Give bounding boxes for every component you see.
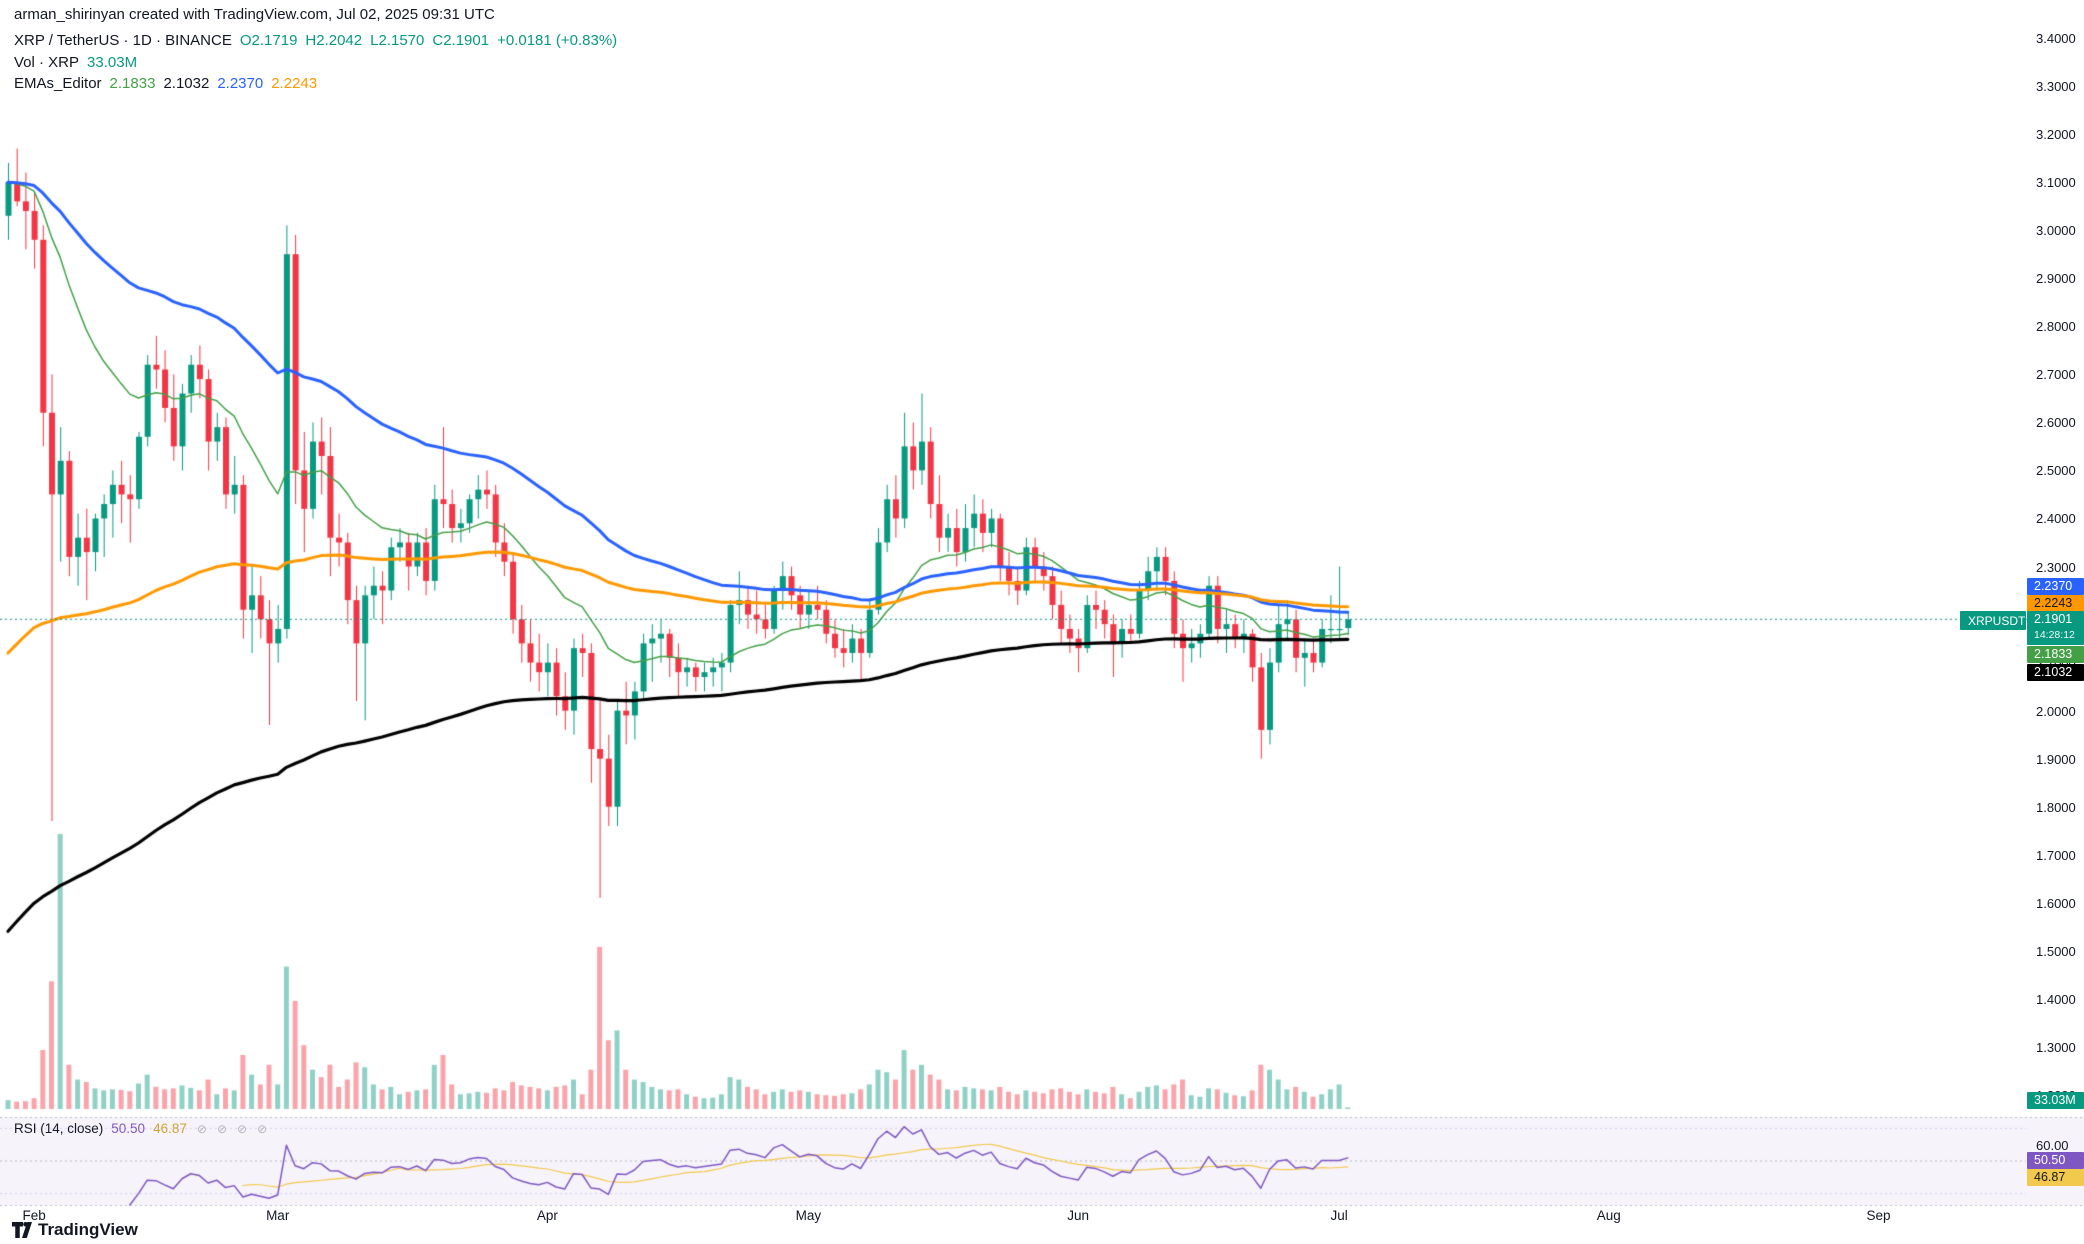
ema-orange-price-badge: 2.2243 — [2027, 595, 2084, 612]
volume-legend-value: 33.03M — [87, 54, 138, 71]
month-label-may[interactable]: May — [795, 1208, 822, 1223]
ema-orange-value: 2.2243 — [271, 75, 318, 92]
ema-legend[interactable]: EMAs_Editor 2.1833 2.1032 2.2370 2.2243 — [14, 75, 317, 92]
price-tick-label[interactable]: 2.6000 — [2036, 415, 2076, 431]
price-tick-label[interactable]: 3.4000 — [2036, 31, 2076, 46]
rsi-ma-price-badge: 46.87 — [2027, 1169, 2084, 1186]
volume-legend[interactable]: Vol · XRP 33.03M — [14, 54, 137, 71]
last-price-badge: 2.1901 14:28:12 — [2027, 611, 2084, 645]
month-label-sep[interactable]: Sep — [1866, 1208, 1891, 1223]
settings-icon[interactable]: ⊘ — [216, 1122, 227, 1136]
tradingview-logo-icon — [12, 1222, 32, 1238]
symbol-legend[interactable]: XRP / TetherUS · 1D · BINANCE O2.1719 H2… — [14, 32, 617, 49]
ohlc-low: L2.1570 — [370, 32, 425, 49]
price-tick-label[interactable]: 3.0000 — [2036, 223, 2076, 239]
price-tick-label[interactable]: 1.3000 — [2036, 1039, 2076, 1055]
rsi-scale-label: 60.00 — [2036, 1138, 2069, 1153]
price-tick-label[interactable]: 2.5000 — [2036, 463, 2076, 479]
ohlc-open: O2.1719 — [239, 32, 298, 49]
month-label-apr[interactable]: Apr — [536, 1208, 558, 1223]
month-label-mar[interactable]: Mar — [266, 1208, 290, 1223]
rsi-value: 50.50 — [111, 1121, 146, 1136]
rsi-legend[interactable]: RSI (14, close) 50.50 46.87 ⊘ ⊘ ⊘ ⊘ — [14, 1121, 267, 1136]
price-tick-label[interactable]: 1.5000 — [2036, 943, 2076, 959]
more-options-icon[interactable]: ⊘ — [257, 1122, 268, 1136]
month-label-jul[interactable]: Jul — [1330, 1208, 1348, 1223]
price-tick-label[interactable]: 2.0000 — [2036, 703, 2076, 719]
rsi-price-badge: 50.50 — [2027, 1152, 2084, 1169]
attribution: arman_shirinyan created with TradingView… — [14, 6, 495, 23]
rsi-legend-title: RSI (14, close) — [14, 1121, 104, 1136]
price-tick-label[interactable]: 2.7000 — [2036, 367, 2076, 383]
price-tick-label[interactable]: 1.8000 — [2036, 799, 2076, 815]
price-tick-label[interactable]: 1.6000 — [2036, 895, 2076, 911]
price-tick-label[interactable]: 1.7000 — [2036, 847, 2076, 863]
rsi-ma-value: 46.87 — [153, 1121, 187, 1136]
source-icon[interactable]: ⊘ — [237, 1122, 248, 1136]
month-label-feb[interactable]: Feb — [22, 1208, 46, 1223]
price-tick-label[interactable]: 3.2000 — [2036, 127, 2076, 143]
ma-black-price-badge: 2.1032 — [2027, 664, 2084, 681]
price-tick-label[interactable]: 3.3000 — [2036, 79, 2076, 95]
price-tick-label[interactable]: 1.9000 — [2036, 751, 2076, 767]
volume-pane[interactable] — [0, 834, 2084, 1109]
ohlc-high: H2.2042 — [305, 32, 363, 49]
price-tick-label[interactable]: 2.4000 — [2036, 511, 2076, 527]
ema-green-value: 2.1833 — [109, 75, 156, 92]
ema-green-price-badge: 2.1833 — [2027, 646, 2084, 663]
tradingview-wordmark: TradingView — [38, 1220, 138, 1239]
price-tick-label[interactable]: 2.8000 — [2036, 319, 2076, 335]
month-label-aug[interactable]: Aug — [1596, 1208, 1621, 1223]
volume-legend-label: Vol · XRP — [14, 54, 80, 71]
symbol-title: XRP / TetherUS · 1D · BINANCE — [14, 32, 232, 49]
time-axis[interactable]: Feb Mar Apr May Jun Jul Aug Sep — [0, 1206, 2084, 1232]
ema-legend-label: EMAs_Editor — [14, 75, 102, 92]
price-tick-label[interactable]: 2.9000 — [2036, 271, 2076, 287]
ema-blue-price-badge: 2.2370 — [2027, 578, 2084, 595]
ma-black-value: 2.1032 — [163, 75, 210, 92]
eye-icon[interactable]: ⊘ — [196, 1122, 207, 1136]
symbol-price-flag: XRPUSDT — [1960, 611, 2026, 630]
price-tick-label[interactable]: 2.3000 — [2036, 559, 2076, 575]
bar-countdown: 14:28:12 — [2034, 629, 2075, 641]
price-tick-label[interactable]: 1.4000 — [2036, 991, 2076, 1007]
last-price-value: 2.1901 — [2034, 612, 2073, 626]
ohlc-close: C2.1901 — [432, 32, 490, 49]
volume-value-badge: 33.03M — [2027, 1092, 2084, 1109]
price-tick-label[interactable]: 3.1000 — [2036, 175, 2076, 191]
price-change: +0.0181 (+0.83%) — [497, 32, 618, 49]
rsi-pane[interactable] — [0, 1117, 2084, 1205]
month-label-jun[interactable]: Jun — [1067, 1208, 1089, 1223]
tradingview-branding[interactable]: TradingView — [12, 1220, 138, 1240]
ema-blue-value: 2.2370 — [217, 75, 264, 92]
